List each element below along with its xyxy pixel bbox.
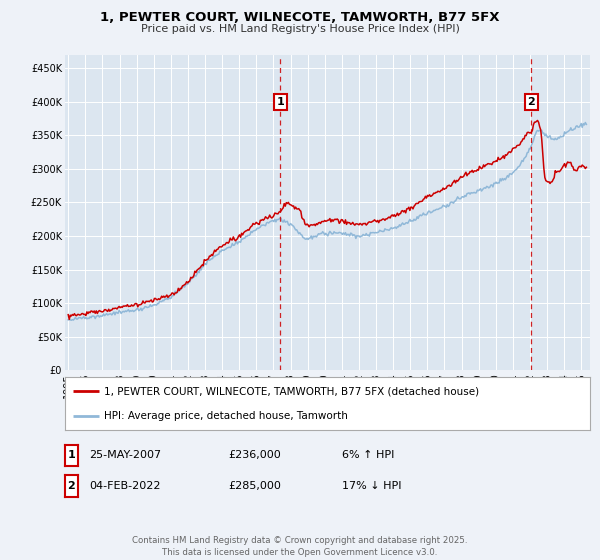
Text: 1, PEWTER COURT, WILNECOTE, TAMWORTH, B77 5FX (detached house): 1, PEWTER COURT, WILNECOTE, TAMWORTH, B7… <box>104 386 479 396</box>
Text: 1: 1 <box>68 450 75 460</box>
Text: 2: 2 <box>68 481 75 491</box>
Text: Price paid vs. HM Land Registry's House Price Index (HPI): Price paid vs. HM Land Registry's House … <box>140 24 460 34</box>
Text: 25-MAY-2007: 25-MAY-2007 <box>89 450 161 460</box>
Text: 17% ↓ HPI: 17% ↓ HPI <box>342 481 401 491</box>
Text: Contains HM Land Registry data © Crown copyright and database right 2025.
This d: Contains HM Land Registry data © Crown c… <box>132 536 468 557</box>
Text: £236,000: £236,000 <box>228 450 281 460</box>
Text: 1, PEWTER COURT, WILNECOTE, TAMWORTH, B77 5FX: 1, PEWTER COURT, WILNECOTE, TAMWORTH, B7… <box>100 11 500 24</box>
Text: HPI: Average price, detached house, Tamworth: HPI: Average price, detached house, Tamw… <box>104 410 348 421</box>
Text: 6% ↑ HPI: 6% ↑ HPI <box>342 450 394 460</box>
Text: £285,000: £285,000 <box>228 481 281 491</box>
Text: 04-FEB-2022: 04-FEB-2022 <box>89 481 160 491</box>
Text: 2: 2 <box>527 97 535 107</box>
Text: 1: 1 <box>277 97 284 107</box>
